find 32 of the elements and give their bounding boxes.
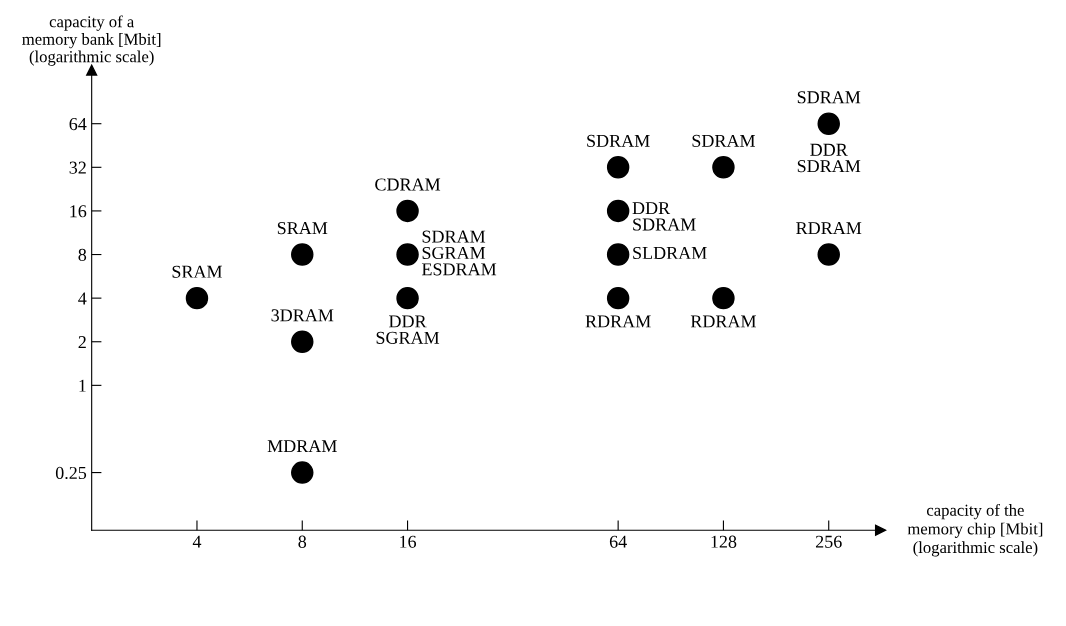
x-tick-label: 4	[192, 535, 202, 548]
x-tick-label: 64	[609, 535, 627, 548]
annotation: RDRAM	[585, 315, 651, 328]
annotation: RDRAM	[690, 315, 757, 328]
annotation: 3DRAM	[271, 309, 334, 322]
y-tick-label: 1	[79, 379, 86, 392]
y-tick-label: 8	[78, 248, 87, 261]
annotation: SDRAM SGRAM ESDRAM	[421, 230, 497, 276]
annotation: SRAM	[277, 222, 328, 235]
y-tick-label: 64	[69, 118, 87, 131]
annotation: SDRAM	[797, 91, 861, 104]
annotation: DDR SDRAM	[632, 202, 696, 231]
x-tick-label: 256	[815, 535, 842, 548]
x-tick-label: 16	[400, 535, 417, 548]
y-tick-label: 16	[70, 205, 87, 218]
annotation: SDRAM	[692, 134, 756, 147]
y-axis-title: capacity of a memory bank [Mbit] (logarithmic scale)	[22, 15, 161, 66]
annotation: DDR SDRAM	[797, 143, 861, 173]
y-tick-label: 2	[78, 336, 86, 349]
annotation: RDRAM	[796, 222, 862, 235]
annotation: SLDRAM	[633, 246, 707, 260]
y-tick-label: 0.25	[55, 466, 87, 480]
y-tick-label: 32	[69, 161, 86, 174]
annotation: DDR SGRAM	[376, 315, 440, 344]
y-tick-label: 4	[78, 292, 87, 305]
x-tick-label: 8	[298, 535, 307, 548]
x-axis-title: capacity of the memory chip [Mbit] (logarithmic scale)	[907, 503, 1043, 557]
annotation: SRAM	[172, 265, 223, 278]
annotation: CDRAM	[375, 178, 441, 191]
x-tick-label: 128	[711, 535, 737, 548]
annotation: MDRAM	[267, 440, 337, 453]
annotation: SDRAM	[587, 134, 650, 147]
